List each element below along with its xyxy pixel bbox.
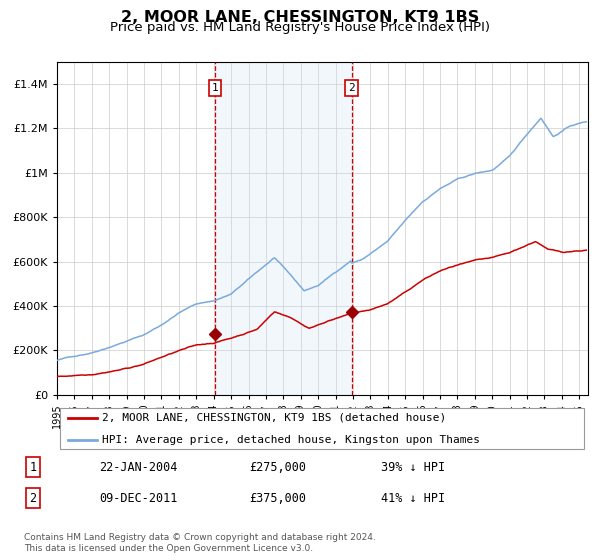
- Text: Contains HM Land Registry data © Crown copyright and database right 2024.
This d: Contains HM Land Registry data © Crown c…: [24, 533, 376, 553]
- Bar: [215, 62, 352, 395]
- Text: £275,000: £275,000: [249, 461, 306, 474]
- Text: £375,000: £375,000: [249, 492, 306, 505]
- Text: 39% ↓ HPI: 39% ↓ HPI: [381, 461, 445, 474]
- Text: 2: 2: [348, 83, 355, 94]
- Bar: [574, 62, 588, 395]
- Text: 2, MOOR LANE, CHESSINGTON, KT9 1BS: 2, MOOR LANE, CHESSINGTON, KT9 1BS: [121, 10, 479, 25]
- Text: 2, MOOR LANE, CHESSINGTON, KT9 1BS (detached house): 2, MOOR LANE, CHESSINGTON, KT9 1BS (deta…: [102, 413, 446, 423]
- Text: 22-JAN-2004: 22-JAN-2004: [99, 461, 178, 474]
- Text: Price paid vs. HM Land Registry's House Price Index (HPI): Price paid vs. HM Land Registry's House …: [110, 21, 490, 34]
- Text: 1: 1: [211, 83, 218, 94]
- Text: HPI: Average price, detached house, Kingston upon Thames: HPI: Average price, detached house, King…: [102, 435, 480, 445]
- Text: 1: 1: [29, 461, 37, 474]
- Text: 2: 2: [29, 492, 37, 505]
- Text: 09-DEC-2011: 09-DEC-2011: [99, 492, 178, 505]
- Text: 41% ↓ HPI: 41% ↓ HPI: [381, 492, 445, 505]
- FancyBboxPatch shape: [59, 408, 584, 449]
